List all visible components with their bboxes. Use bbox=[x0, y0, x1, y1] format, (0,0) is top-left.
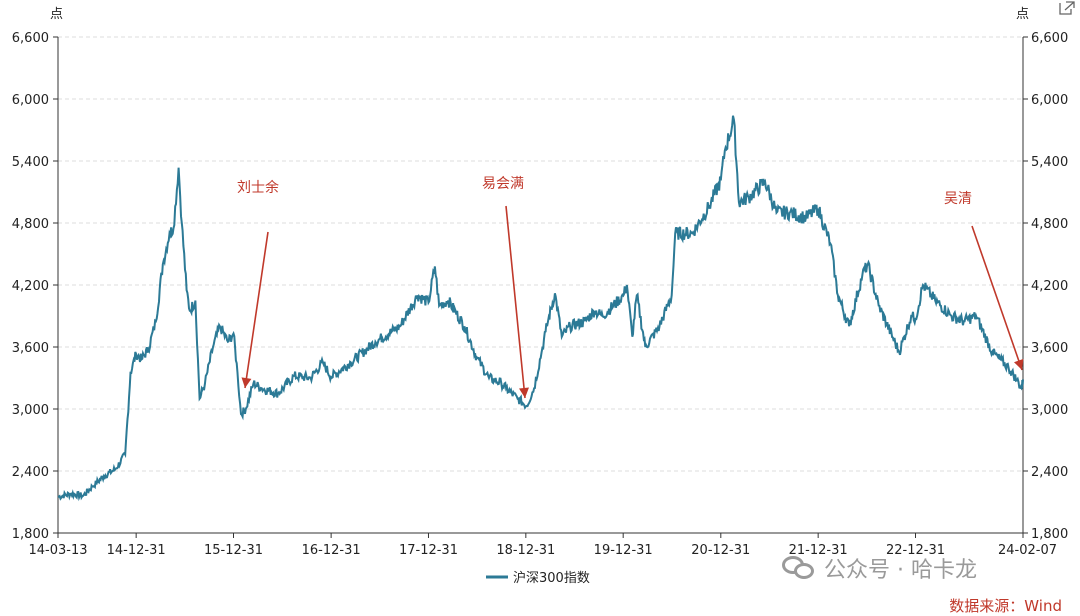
x-tick-label: 21-12-31 bbox=[789, 543, 848, 558]
x-axis-ticks: 14-03-13 14-12-31 15-12-31 16-12-31 17-12-31… bbox=[28, 533, 1057, 558]
annotation-label: 吴清 bbox=[944, 191, 972, 207]
y-axis-right-unit: 点 bbox=[1016, 7, 1029, 22]
annotation-arrow-line bbox=[971, 225, 1023, 371]
y-tick-label-right: 2,400 bbox=[1031, 465, 1068, 480]
x-tick-label: 16-12-31 bbox=[302, 543, 361, 558]
y-tick-label-right: 1,800 bbox=[1031, 527, 1068, 542]
legend-label: 沪深300指数 bbox=[513, 570, 590, 586]
x-tick-label: 14-03-13 bbox=[28, 543, 87, 558]
legend: 沪深300指数 bbox=[486, 570, 590, 586]
y-tick-label-right: 4,800 bbox=[1031, 217, 1068, 232]
x-tick-label: 18-12-31 bbox=[496, 543, 555, 558]
annotation-arrow-head bbox=[1013, 358, 1024, 370]
y-tick-label-right: 6,000 bbox=[1031, 93, 1068, 108]
x-tick-label: 17-12-31 bbox=[399, 543, 458, 558]
annotation-arrow-line bbox=[244, 231, 269, 389]
x-tick-label: 24-02-07 bbox=[998, 543, 1057, 558]
y-tick-label-left: 4,800 bbox=[12, 217, 49, 232]
series-line-hs300 bbox=[57, 115, 1024, 502]
data-source: 数据来源：Wind bbox=[949, 597, 1062, 615]
y-axis-right-ticks: 1,800 2,400 3,000 3,600 4,200 4,800 5,400 6,000… bbox=[1023, 31, 1068, 542]
annotation-3: 吴清 bbox=[944, 191, 1024, 371]
grid-lines bbox=[58, 36, 1023, 472]
annotation-arrow-head bbox=[519, 387, 529, 398]
y-axis-left-unit: 点 bbox=[50, 7, 63, 22]
watermark-text: 公众号 · 哈卡龙 bbox=[824, 558, 977, 583]
x-tick-label: 15-12-31 bbox=[204, 543, 263, 558]
y-tick-label-left: 6,000 bbox=[12, 93, 49, 108]
y-tick-label-left: 6,600 bbox=[12, 31, 49, 46]
y-tick-label-right: 6,600 bbox=[1031, 31, 1068, 46]
x-tick-label: 20-12-31 bbox=[691, 543, 750, 558]
annotation-arrow-line bbox=[505, 205, 526, 399]
x-tick-label: 14-12-31 bbox=[107, 543, 166, 558]
annotation-arrow-head bbox=[241, 377, 252, 388]
y-tick-label-left: 4,200 bbox=[12, 279, 49, 294]
annotation-1: 刘士余 bbox=[237, 179, 279, 389]
y-tick-label-right: 3,000 bbox=[1031, 403, 1068, 418]
y-tick-label-left: 1,800 bbox=[12, 527, 49, 542]
wechat-icon bbox=[782, 554, 816, 582]
annotation-label: 易会满 bbox=[482, 176, 524, 192]
x-tick-label: 19-12-31 bbox=[594, 543, 653, 558]
y-axis-left-ticks: 1,800 2,400 3,000 3,600 4,200 4,800 5,400 6,000… bbox=[12, 31, 58, 542]
y-tick-label-right: 5,400 bbox=[1031, 155, 1068, 170]
annotation-label: 刘士余 bbox=[237, 179, 279, 196]
y-tick-label-left: 5,400 bbox=[12, 155, 49, 170]
export-icon[interactable] bbox=[1058, 0, 1076, 16]
x-tick-label: 22-12-31 bbox=[886, 543, 945, 558]
y-tick-label-left: 2,400 bbox=[12, 465, 49, 480]
y-tick-label-left: 3,600 bbox=[12, 341, 49, 356]
y-tick-label-right: 4,200 bbox=[1031, 279, 1068, 294]
y-tick-label-left: 3,000 bbox=[12, 403, 49, 418]
y-tick-label-right: 3,600 bbox=[1031, 341, 1068, 356]
annotation-2: 易会满 bbox=[482, 176, 529, 399]
watermark: 公众号 · 哈卡龙 bbox=[782, 552, 977, 584]
